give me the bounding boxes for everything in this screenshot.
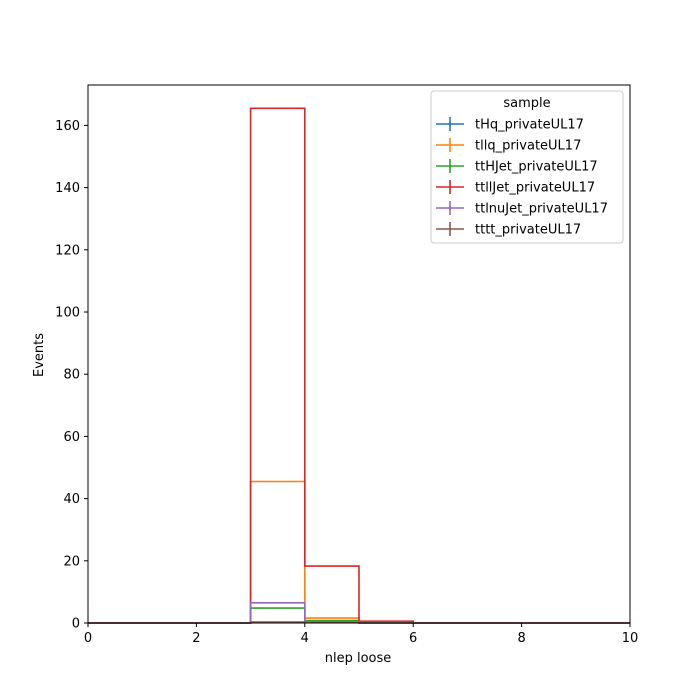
legend: sample tHq_privateUL17 tllq_privateUL17tt… xyxy=(430,90,624,244)
legend-label: tllq_privateUL17 xyxy=(475,139,581,154)
legend-title: sample xyxy=(503,96,550,111)
x-tick-label: 4 xyxy=(301,631,309,646)
y-tick-label: 40 xyxy=(63,492,80,507)
x-tick-label: 2 xyxy=(192,631,200,646)
y-axis-label: Events xyxy=(32,333,47,377)
y-tick-label: 100 xyxy=(55,306,80,321)
x-tick-label: 6 xyxy=(409,631,417,646)
legend-entries: tHq_privateUL17 tllq_privateUL17 ttHJet_pr… xyxy=(436,117,608,238)
x-axis-label: nlep loose xyxy=(325,651,392,666)
y-tick-label: 0 xyxy=(72,617,80,632)
y-tick-label: 60 xyxy=(63,430,80,445)
x-tick-label: 8 xyxy=(517,631,525,646)
x-tick-label: 0 xyxy=(84,631,92,646)
legend-label: tHq_privateUL17 xyxy=(475,118,584,133)
y-tick-label: 140 xyxy=(55,181,80,196)
axes-frame xyxy=(87,84,631,624)
legend-label: ttHJet_privateUL17 xyxy=(475,160,598,175)
legend-frame xyxy=(430,90,624,244)
legend-label: ttlnuJet_privateUL17 xyxy=(475,202,608,217)
x-tick-label: 10 xyxy=(622,631,639,646)
y-tick-label: 80 xyxy=(63,368,80,383)
legend-label: tttt_privateUL17 xyxy=(475,223,581,238)
y-tick-label: 160 xyxy=(55,119,80,134)
legend-label: ttllJet_privateUL17 xyxy=(475,181,595,196)
y-tick-label: 20 xyxy=(63,554,80,569)
y-tick-label: 120 xyxy=(55,243,80,258)
